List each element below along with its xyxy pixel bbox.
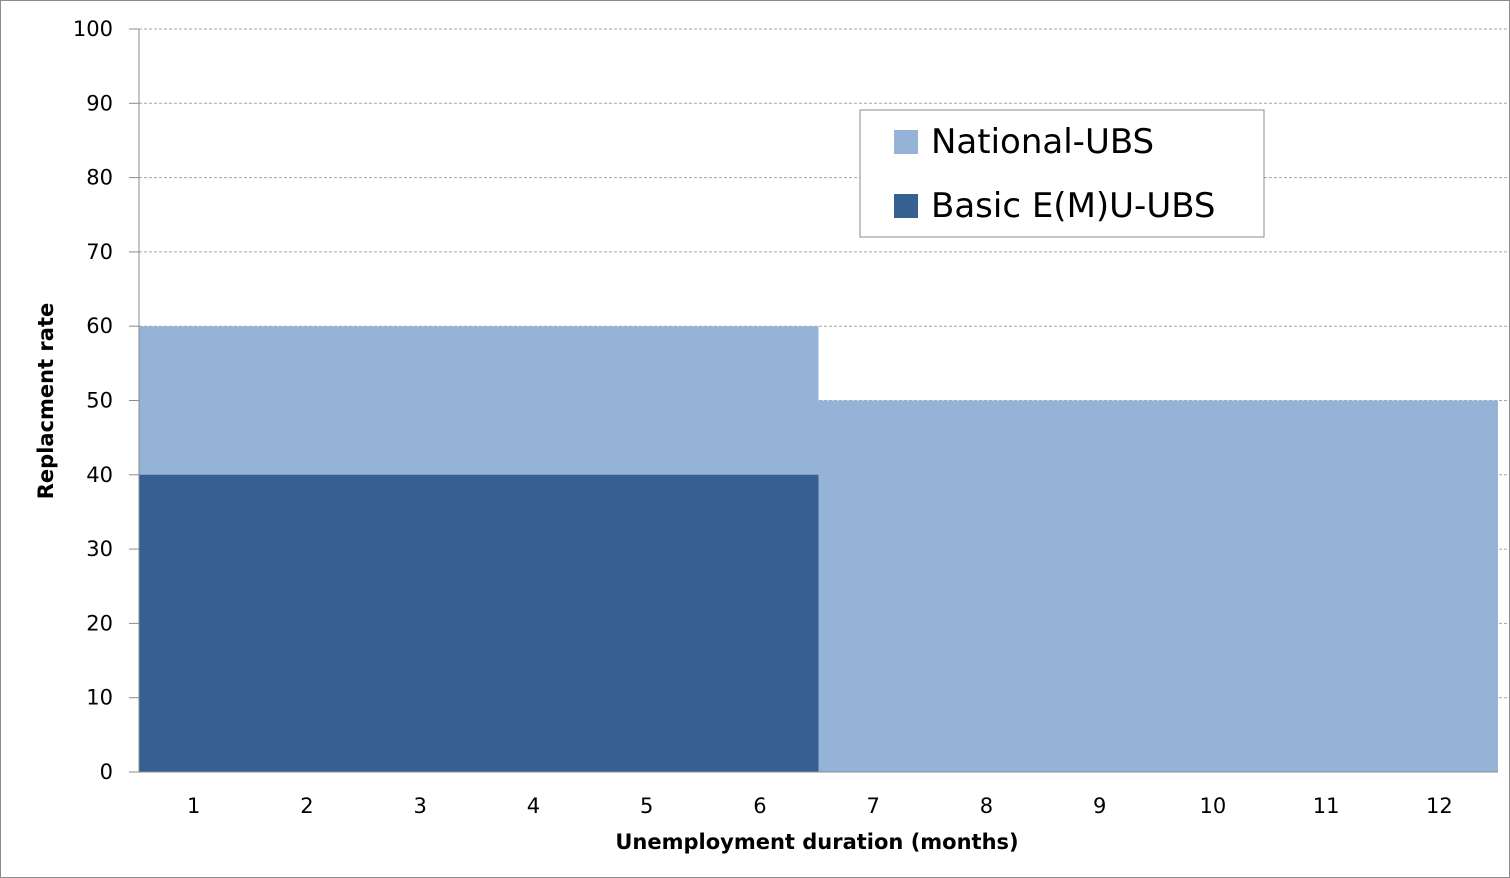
y-tick-label-30: 30: [86, 537, 113, 561]
legend-label-national-ubs: National-UBS: [931, 122, 1154, 162]
legend-label-basic-emu-ubs: Basic E(M)U-UBS: [931, 186, 1216, 226]
y-tick-label-50: 50: [86, 389, 113, 413]
legend-box: [859, 109, 1265, 238]
x-axis-title: Unemployment duration (months): [615, 830, 1018, 854]
y-axis-title: Replacment rate: [34, 303, 58, 500]
y-tick-label-20: 20: [86, 611, 113, 635]
x-tick-label-7: 7: [866, 794, 879, 818]
y-tick-label-10: 10: [86, 686, 113, 710]
y-tick-label-100: 100: [73, 17, 113, 41]
x-tick-label-1: 1: [187, 794, 200, 818]
x-tick-label-11: 11: [1313, 794, 1340, 818]
x-tick-label-10: 10: [1200, 794, 1227, 818]
x-tick-label-3: 3: [413, 794, 426, 818]
legend-swatch-basic-emu-ubs: [894, 194, 918, 218]
area-basic-e-m-u-ubs: [139, 474, 819, 772]
x-tick-label-5: 5: [640, 794, 653, 818]
series-areas: [139, 326, 1498, 772]
y-tick-label-40: 40: [86, 463, 113, 487]
y-tick-label-60: 60: [86, 314, 113, 338]
x-tick-label-4: 4: [527, 794, 540, 818]
y-tick-label-80: 80: [86, 166, 113, 190]
y-tick-label-0: 0: [100, 760, 113, 784]
y-tick-label-90: 90: [86, 91, 113, 115]
y-tick-label-70: 70: [86, 240, 113, 264]
legend: National-UBS Basic E(M)U-UBS: [859, 109, 1265, 238]
x-tick-label-9: 9: [1093, 794, 1106, 818]
x-tick-label-8: 8: [980, 794, 993, 818]
x-tick-label-6: 6: [753, 794, 766, 818]
legend-swatch-national-ubs: [894, 130, 918, 154]
y-tick-labels: 0 10 20 30 40 50 60 70 80 90 100: [73, 17, 139, 784]
x-tick-labels: 1 2 3 4 5 6 7 8 9 10 11 12: [187, 794, 1453, 818]
x-tick-label-2: 2: [300, 794, 313, 818]
x-tick-label-12: 12: [1426, 794, 1453, 818]
